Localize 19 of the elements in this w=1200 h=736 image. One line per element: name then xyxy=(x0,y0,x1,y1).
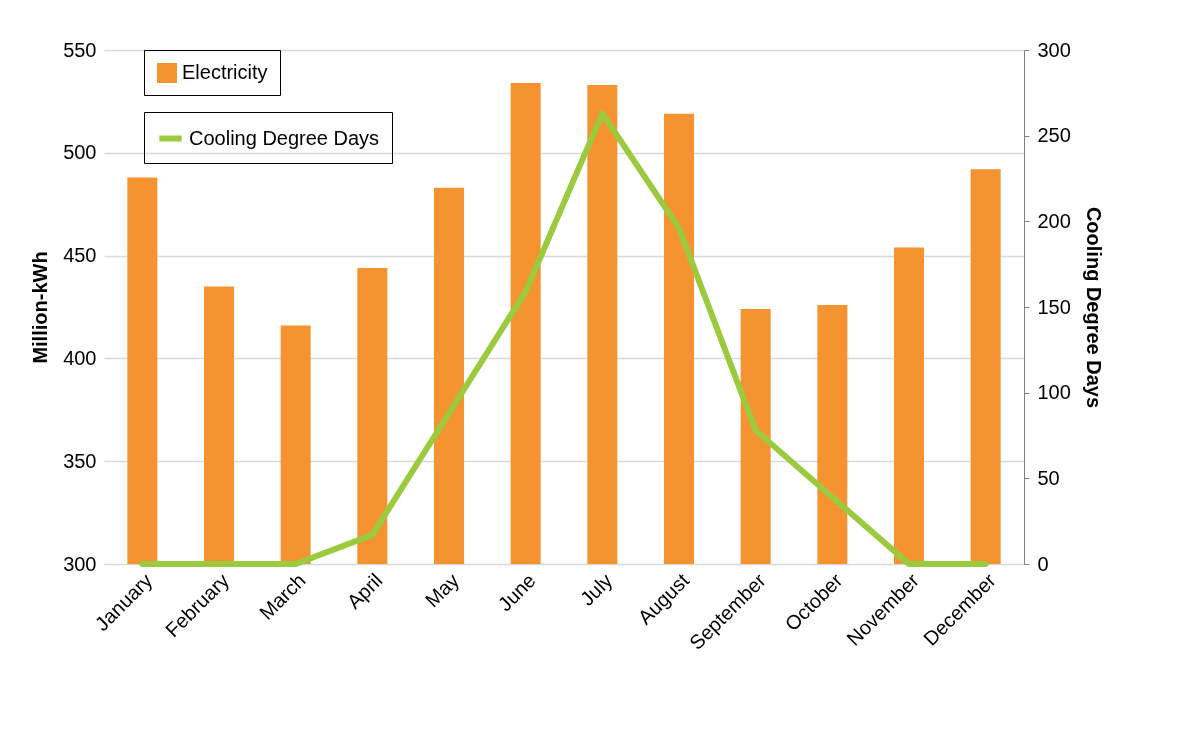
y-tick-label: 550 xyxy=(63,38,97,61)
y-tick-label: 350 xyxy=(63,449,97,472)
y-tick-label: 400 xyxy=(63,346,97,369)
x-tick-label: July xyxy=(575,569,617,610)
legend-label: Electricity xyxy=(182,61,268,83)
y2-axis-title: Cooling Degree Days xyxy=(1082,206,1105,409)
y2-tick-label: 0 xyxy=(1037,552,1049,575)
y-axis-title: Million-kWh xyxy=(29,251,52,364)
y-tick-label: 500 xyxy=(63,141,97,164)
y2-tick-label: 300 xyxy=(1037,38,1071,61)
x-tick-label: May xyxy=(420,569,464,612)
legend-label: Cooling Degree Days xyxy=(189,126,380,149)
y-tick-label: 300 xyxy=(63,552,97,575)
y2-tick-label: 200 xyxy=(1037,209,1071,232)
y2-tick-label: 50 xyxy=(1037,466,1060,489)
y-tick-label: 450 xyxy=(63,244,97,267)
y2-tick-label: 100 xyxy=(1037,381,1071,404)
y2-tick-label: 250 xyxy=(1037,124,1071,147)
y2-tick-label: 150 xyxy=(1037,295,1071,318)
